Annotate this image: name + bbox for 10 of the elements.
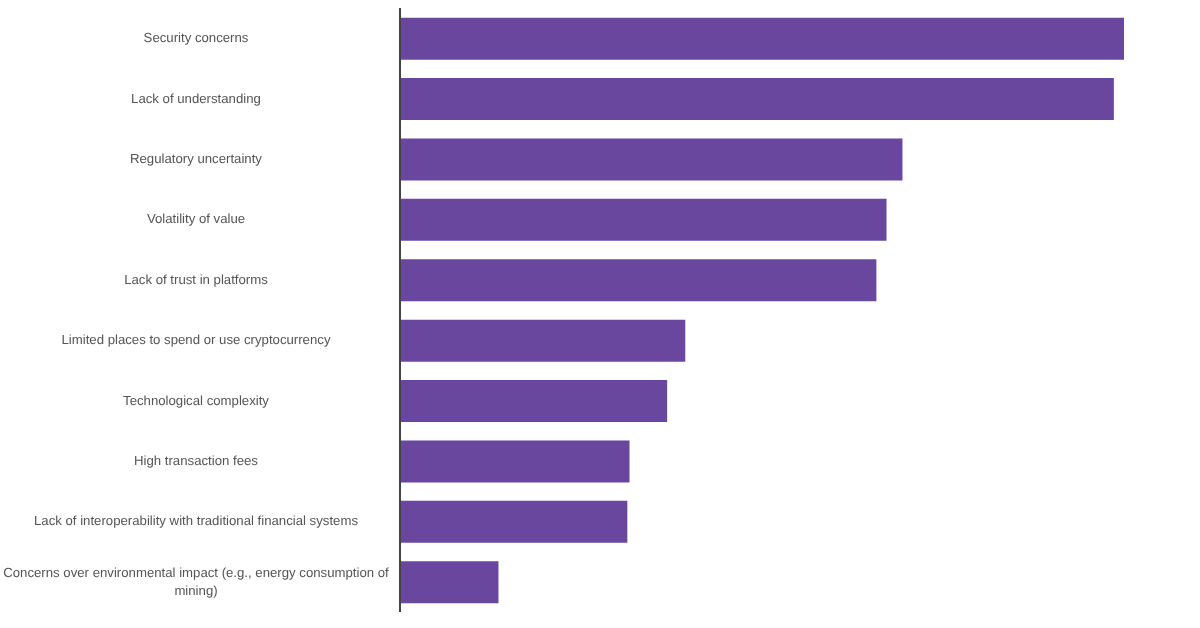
bar <box>400 561 499 604</box>
bar <box>400 259 877 302</box>
bar <box>400 17 1124 60</box>
bar <box>400 500 628 543</box>
bar <box>400 78 1114 121</box>
bar <box>400 319 686 362</box>
bar <box>400 440 630 483</box>
bar <box>400 198 887 241</box>
bar <box>400 380 668 423</box>
bar <box>400 138 903 181</box>
